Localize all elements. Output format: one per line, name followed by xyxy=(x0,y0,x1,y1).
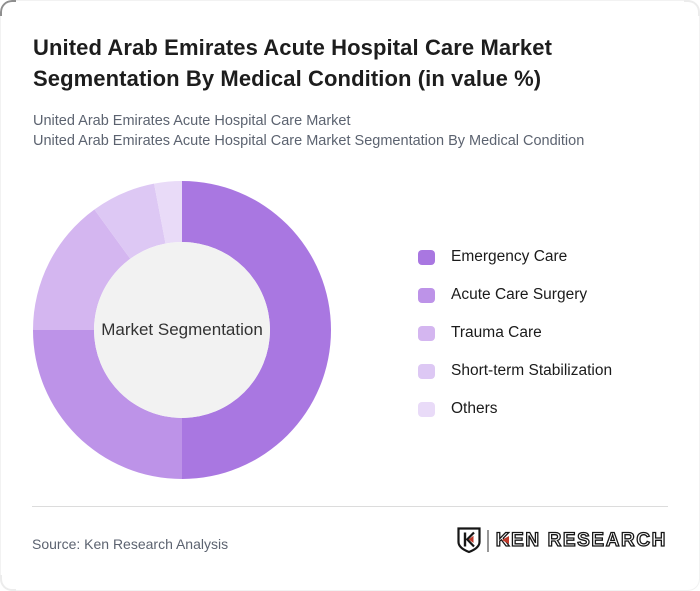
legend-item-others: Others xyxy=(418,390,612,428)
page-subtitle-line2: United Arab Emirates Acute Hospital Care… xyxy=(33,133,585,149)
chart-legend: Emergency Care Acute Care Surgery Trauma… xyxy=(418,238,612,428)
logo-separator xyxy=(486,529,489,552)
page-title-line2: Segmentation By Medical Condition (in va… xyxy=(33,66,542,91)
donut-chart: Market Segmentation xyxy=(32,180,332,480)
brand-k-red-triangle-icon xyxy=(501,535,509,544)
source-text: Source: Ken Research Analysis xyxy=(32,536,229,552)
brand-letter-k: K xyxy=(495,529,512,551)
legend-item-emergency-care: Emergency Care xyxy=(418,238,612,276)
page-subtitle-line1: United Arab Emirates Acute Hospital Care… xyxy=(33,113,351,129)
page-subtitle: United Arab Emirates Acute Hospital Care… xyxy=(33,111,673,151)
page-title: United Arab Emirates Acute Hospital Care… xyxy=(33,32,667,94)
card-corner-bottom-left xyxy=(0,575,16,591)
donut-segment-acute-care-surgery xyxy=(33,330,182,479)
donut-segment-trauma-care xyxy=(33,209,131,330)
card-corner-top-left xyxy=(0,0,16,16)
legend-label: Short-term Stabilization xyxy=(451,362,613,379)
donut-segment-short-term-stabilization xyxy=(94,183,166,259)
legend-label: Acute Care Surgery xyxy=(451,286,588,303)
legend-label: Others xyxy=(451,400,498,417)
donut-center-circle xyxy=(94,242,270,418)
footer-divider xyxy=(32,506,668,507)
legend-item-acute-care-surgery: Acute Care Surgery xyxy=(418,276,612,314)
brand-text-rest: EN RESEARCH xyxy=(510,529,667,551)
card-corner-top-right xyxy=(684,0,700,16)
legend-item-short-term-stabilization: Short-term Stabilization xyxy=(418,352,612,390)
legend-label: Trauma Care xyxy=(451,324,542,341)
legend-swatch-icon xyxy=(418,287,435,303)
legend-item-trauma-care: Trauma Care xyxy=(418,314,612,352)
legend-swatch-icon xyxy=(418,249,435,265)
donut-segment-others xyxy=(154,181,182,244)
legend-swatch-icon xyxy=(418,325,435,341)
shield-k-badge-icon xyxy=(457,527,481,554)
brand-text: K EN RESEARCH xyxy=(495,529,667,552)
donut-chart-svg xyxy=(33,181,331,479)
legend-label: Emergency Care xyxy=(451,248,568,265)
donut-segment-emergency-care xyxy=(182,181,331,479)
ken-research-logo: K EN RESEARCH xyxy=(457,527,667,554)
page-title-line1: United Arab Emirates Acute Hospital Care… xyxy=(33,35,552,60)
legend-swatch-icon xyxy=(418,401,435,417)
legend-swatch-icon xyxy=(418,363,435,379)
